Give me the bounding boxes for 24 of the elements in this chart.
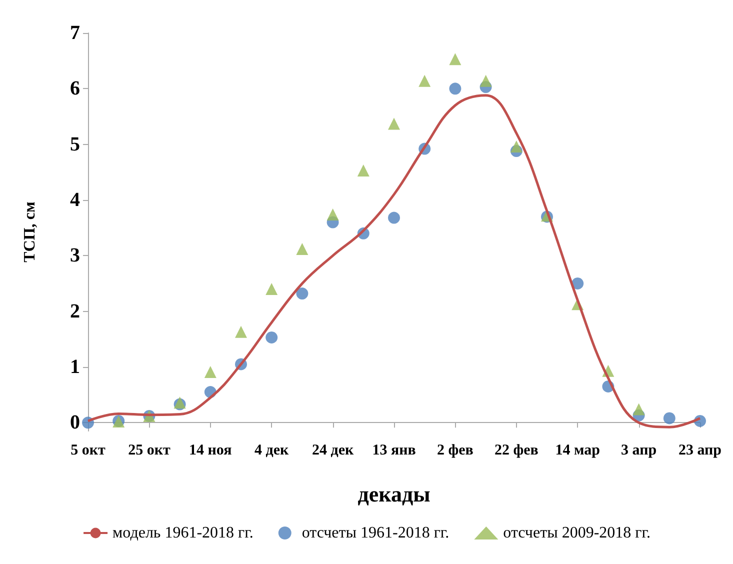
- legend-label: модель 1961-2018 гг.: [112, 524, 254, 542]
- x-tick-label: 23 апр: [678, 442, 722, 458]
- x-tick-label: 25 окт: [128, 442, 171, 458]
- y-tick-label: 5: [70, 133, 80, 156]
- y-tick-label: 0: [70, 412, 80, 434]
- y-tick-label: 1: [70, 356, 80, 378]
- x-tick-label: 13 янв: [372, 442, 416, 458]
- x-tick-label: 5 окт: [70, 442, 106, 458]
- x-tick-label: 14 мар: [555, 442, 600, 458]
- x-tick-label: 24 дек: [312, 442, 354, 458]
- y-tick-label: 6: [70, 78, 80, 100]
- y-tick-label: 3: [70, 244, 80, 267]
- legend-label: отсчеты 2009-2018 гг.: [503, 524, 650, 542]
- y-tick-label: 2: [70, 300, 80, 322]
- legend-label: отсчеты 1961-2018 гг.: [302, 524, 450, 542]
- y-tick-label: 4: [70, 188, 80, 211]
- x-tick-label: 2 фев: [437, 442, 474, 458]
- y-axis-title: ТСП, см: [22, 202, 38, 262]
- x-tick-label: 14 ноя: [189, 442, 232, 458]
- y-tick-label: 7: [70, 22, 80, 44]
- x-tick-label: 4 дек: [254, 442, 290, 458]
- x-tick-label: 22 фев: [494, 442, 538, 458]
- x-axis-title: декады: [358, 482, 430, 506]
- x-tick-label: 3 апр: [621, 442, 657, 458]
